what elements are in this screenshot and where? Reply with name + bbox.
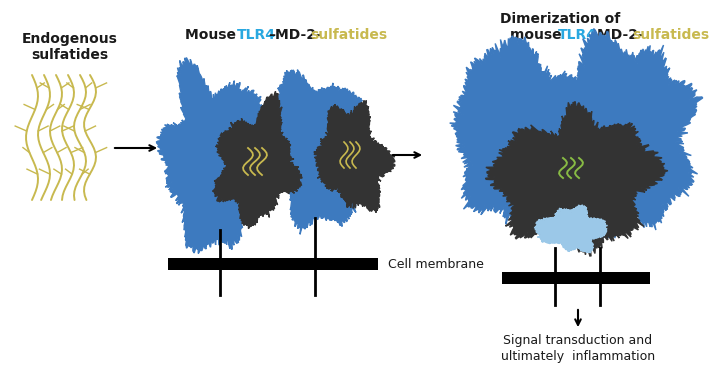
Text: Endogenous: Endogenous bbox=[22, 32, 118, 46]
Text: Mouse: Mouse bbox=[185, 28, 241, 42]
Text: sulfatides: sulfatides bbox=[32, 48, 109, 62]
Polygon shape bbox=[534, 205, 608, 253]
Polygon shape bbox=[212, 91, 302, 229]
Text: Signal transduction and: Signal transduction and bbox=[503, 334, 652, 347]
Polygon shape bbox=[450, 36, 595, 234]
Polygon shape bbox=[156, 58, 266, 254]
Text: TLR4: TLR4 bbox=[558, 28, 597, 42]
Text: ultimately  inflammation: ultimately inflammation bbox=[501, 350, 655, 363]
Polygon shape bbox=[314, 101, 395, 212]
FancyBboxPatch shape bbox=[168, 258, 378, 270]
Polygon shape bbox=[559, 29, 703, 239]
Text: mouse: mouse bbox=[510, 28, 567, 42]
Text: Cell membrane: Cell membrane bbox=[388, 258, 484, 270]
Text: –MD-2-: –MD-2- bbox=[268, 28, 322, 42]
Text: Dimerization of: Dimerization of bbox=[500, 12, 620, 26]
Text: TLR4: TLR4 bbox=[237, 28, 276, 42]
Text: –MD-2-: –MD-2- bbox=[590, 28, 644, 42]
Polygon shape bbox=[268, 70, 365, 234]
FancyBboxPatch shape bbox=[502, 272, 650, 284]
Text: sulfatides: sulfatides bbox=[310, 28, 387, 42]
Text: sulfatides: sulfatides bbox=[632, 28, 709, 42]
Polygon shape bbox=[485, 102, 668, 256]
